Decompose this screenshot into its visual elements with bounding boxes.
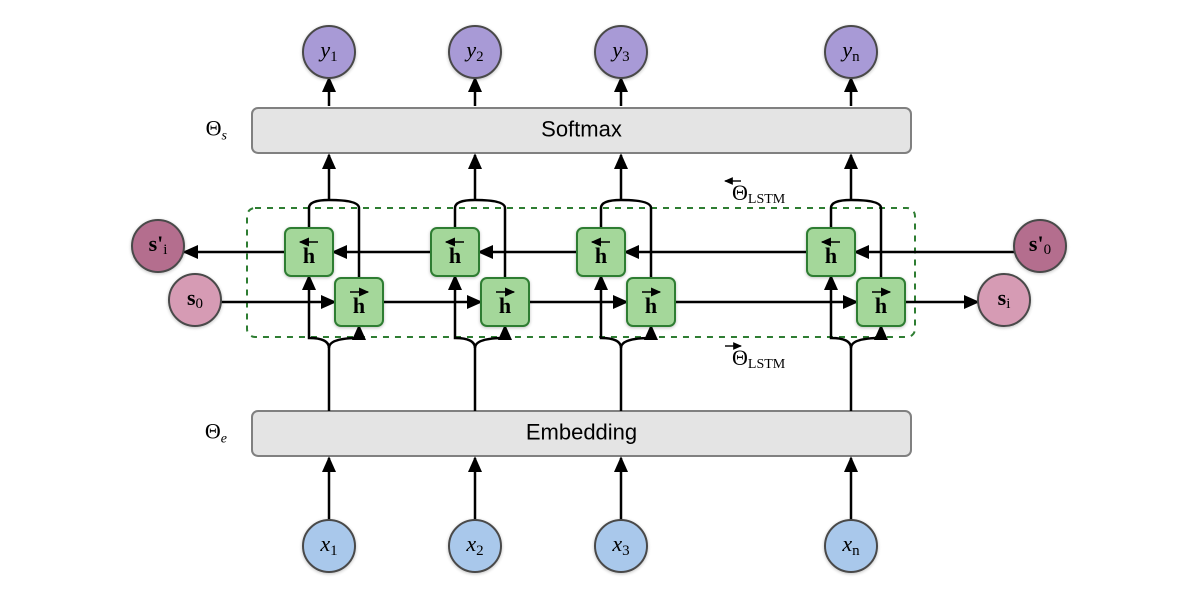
svg-text:h: h <box>595 243 607 268</box>
theta-e-label: Θe <box>205 419 227 447</box>
theta-lstm-fwd-label: ΘLSTM <box>732 345 786 372</box>
bilstm-diagram: SoftmaxEmbeddinghhhhhhhhs0sis'is'0y1y2y3… <box>0 0 1200 600</box>
svg-text:h: h <box>875 293 887 318</box>
svg-text:h: h <box>825 243 837 268</box>
theta-s-label: Θs <box>206 116 228 144</box>
svg-text:h: h <box>645 293 657 318</box>
svg-text:Softmax: Softmax <box>541 116 622 141</box>
theta-lstm-bwd-label: ΘLSTM <box>732 180 786 207</box>
svg-text:h: h <box>303 243 315 268</box>
svg-text:h: h <box>353 293 365 318</box>
svg-text:Embedding: Embedding <box>526 419 637 444</box>
svg-text:h: h <box>449 243 461 268</box>
svg-text:h: h <box>499 293 511 318</box>
